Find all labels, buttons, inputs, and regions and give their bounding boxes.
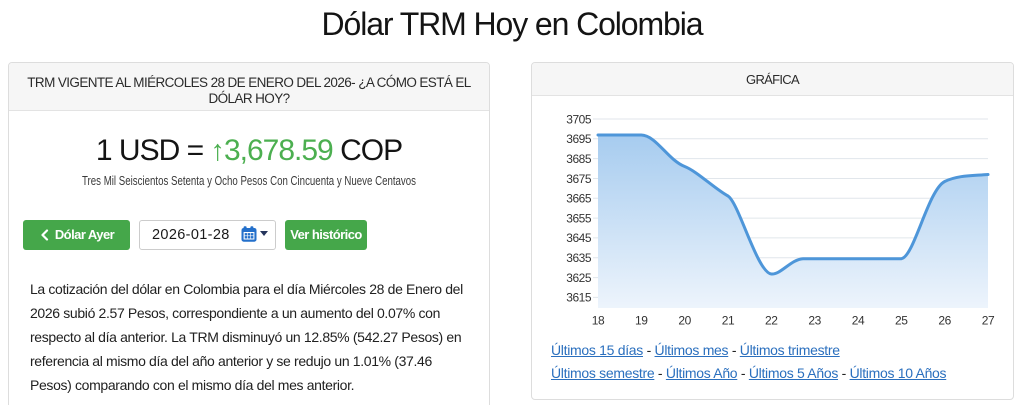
svg-text:27: 27 [982,314,995,328]
svg-text:3635: 3635 [566,251,592,265]
svg-text:25: 25 [895,314,908,328]
svg-text:3665: 3665 [566,192,592,206]
svg-text:21: 21 [722,314,735,328]
svg-text:3695: 3695 [566,132,592,146]
svg-text:3705: 3705 [566,112,592,126]
svg-text:3685: 3685 [566,152,592,166]
svg-text:23: 23 [808,314,821,328]
svg-text:18: 18 [592,314,605,328]
svg-text:3655: 3655 [566,211,592,225]
svg-text:20: 20 [678,314,691,328]
svg-text:24: 24 [852,314,865,328]
svg-text:3675: 3675 [566,172,592,186]
svg-text:19: 19 [635,314,648,328]
svg-text:3615: 3615 [566,291,592,305]
svg-text:26: 26 [938,314,951,328]
svg-text:22: 22 [765,314,778,328]
svg-text:3645: 3645 [566,231,592,245]
svg-text:3625: 3625 [566,271,592,285]
